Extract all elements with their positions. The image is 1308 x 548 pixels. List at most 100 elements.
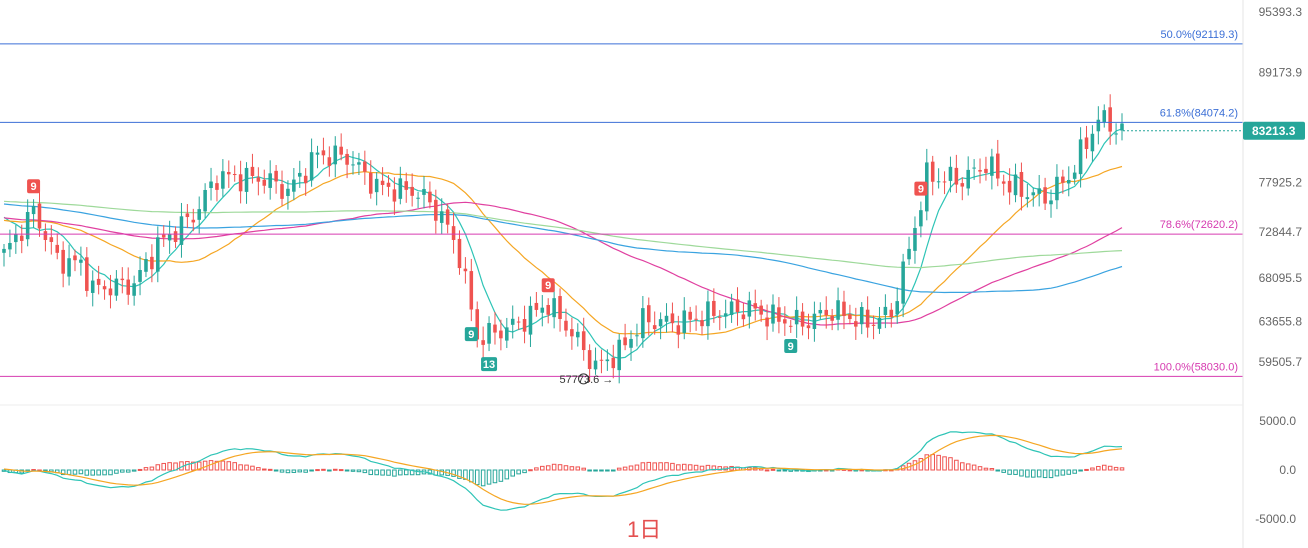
macd-histogram-bar <box>545 465 551 471</box>
fib-level-label: 100.0%(58030.0) <box>1154 361 1238 373</box>
candle-body <box>930 161 935 182</box>
candle-body <box>694 318 698 320</box>
ma-line <box>3 165 1123 336</box>
fib-levels: 50.0%(92119.3) 61.8%(84074.2) 78.6%(72620.… <box>0 29 1243 377</box>
candle-body <box>303 175 308 184</box>
macd-histogram-bar <box>948 457 953 471</box>
candle-body <box>581 331 586 351</box>
candle-body <box>842 301 846 317</box>
macd-histogram-bar <box>924 454 930 471</box>
candle-body <box>1066 179 1071 184</box>
candle-body <box>1019 172 1024 197</box>
candle-body <box>706 301 710 327</box>
candle-body <box>783 319 787 324</box>
macd-histogram-bar <box>96 469 101 476</box>
candle-body <box>67 258 71 277</box>
candle-body <box>670 313 675 324</box>
candle-body <box>676 325 681 335</box>
candle-body <box>712 300 716 316</box>
macd-histogram-bar <box>498 469 504 482</box>
macd-area <box>1 431 1125 511</box>
macd-histogram-bar <box>516 469 521 475</box>
price-tick-label: 63655.8 <box>1259 315 1303 329</box>
macd-histogram-bar <box>72 469 78 475</box>
macd-histogram-bar <box>770 468 776 471</box>
candle-body <box>1007 180 1012 193</box>
td-marker-badge <box>464 327 478 342</box>
candle-body <box>824 309 829 316</box>
candle-body <box>913 227 917 251</box>
td-marker-label: 9 <box>788 341 794 353</box>
candle-body <box>487 322 491 344</box>
macd-histogram-bar <box>540 465 545 471</box>
macd-histogram-bar <box>989 468 995 471</box>
candle-body <box>14 234 18 243</box>
macd-histogram-bar <box>262 468 267 471</box>
candle-body <box>1102 110 1107 123</box>
candle-body <box>1043 187 1047 204</box>
candle-body <box>292 179 296 192</box>
candle-body <box>528 305 533 335</box>
price-tick-label: 72844.7 <box>1259 225 1303 239</box>
candle-body <box>919 210 923 227</box>
candle-body <box>948 166 953 181</box>
candle-body <box>493 324 497 333</box>
macd-histogram-bar <box>232 462 237 471</box>
candle-body <box>357 162 361 165</box>
candle-body <box>227 171 231 175</box>
candle-body <box>434 199 438 221</box>
macd-histogram-bar <box>137 468 143 471</box>
candle-body <box>812 313 817 329</box>
candle-body <box>2 248 6 253</box>
candle-body <box>848 314 852 320</box>
candle-body <box>735 299 740 313</box>
candle-body <box>990 156 994 176</box>
candle-body <box>144 258 148 272</box>
macd-histogram-bar <box>1084 468 1089 471</box>
macd-histogram-bar <box>185 461 190 471</box>
macd-histogram-bar <box>681 463 687 471</box>
low-marker-circle <box>578 373 590 385</box>
td-marker-badge <box>541 278 555 293</box>
candle-body <box>854 321 858 327</box>
macd-line <box>3 434 1123 505</box>
candle-body <box>25 212 30 240</box>
macd-histogram-bar <box>267 468 273 471</box>
macd-histogram-bar <box>321 468 326 471</box>
fib-level-label: 78.6%(72620.2) <box>1160 219 1238 231</box>
td-markers: 9 9 9 13 9 9 <box>27 179 928 385</box>
candle-body <box>475 309 480 340</box>
macd-histogram-bar <box>611 469 616 472</box>
candle-body <box>605 359 610 362</box>
td-marker-label: 9 <box>31 181 37 193</box>
macd-histogram-bar <box>492 469 498 484</box>
candle-body <box>1055 176 1059 201</box>
candle-body <box>1013 174 1018 196</box>
macd-histogram-bar <box>971 464 977 471</box>
macd-histogram-bar <box>220 460 226 471</box>
candle-body <box>138 270 142 282</box>
macd-histogram-bar <box>510 469 515 477</box>
candle-body <box>274 170 278 182</box>
candle-body <box>481 340 485 345</box>
macd-histogram-bar <box>699 465 705 471</box>
candle-body <box>907 248 911 260</box>
macd-histogram-bar <box>569 466 575 471</box>
candle-body <box>830 315 834 321</box>
candle-body <box>646 305 651 323</box>
candle-body <box>552 298 556 318</box>
candle-body <box>658 319 663 327</box>
macd-tick-label: 5000.0 <box>1259 414 1296 428</box>
candle-body <box>256 177 261 182</box>
current-price-label: 83213.3 <box>1252 124 1296 138</box>
macd-histogram-bar <box>202 460 208 471</box>
candle-body <box>499 330 503 339</box>
macd-histogram-bar <box>143 467 149 471</box>
candle-body <box>179 216 184 245</box>
candle-body <box>410 186 414 196</box>
fib-level-label: 50.0%(92119.3) <box>1161 29 1238 41</box>
ma-line <box>3 203 1123 294</box>
macd-histogram-bar <box>78 469 84 475</box>
candle-body <box>1096 119 1101 132</box>
macd-histogram-bar <box>676 464 681 471</box>
